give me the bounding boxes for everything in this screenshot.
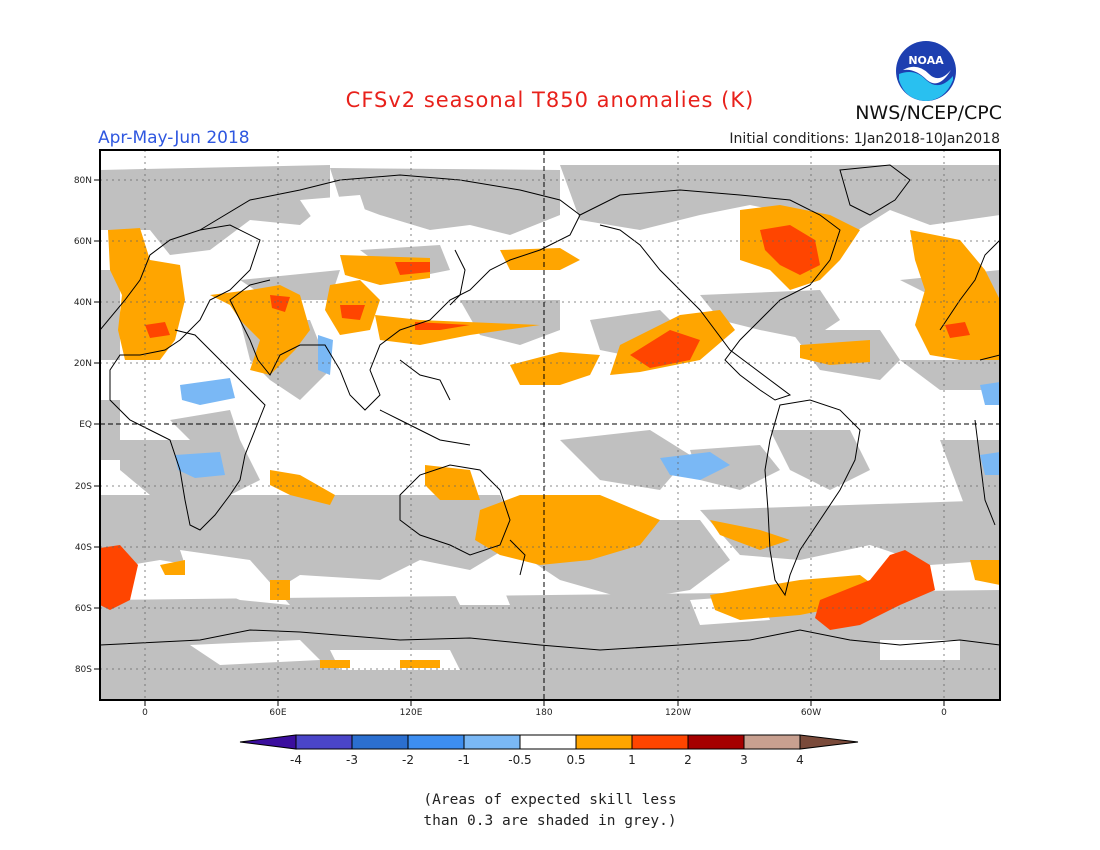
colorbar-label: 2 bbox=[684, 753, 692, 767]
coastlines bbox=[100, 164, 1000, 651]
lon-tick-label: 0 bbox=[941, 708, 947, 718]
lat-tick-label: 20S bbox=[75, 482, 92, 492]
lat-tick-label: 60N bbox=[74, 237, 92, 247]
colorbar: -4 -3 -2 -1 -0.5 0.5 1 2 3 4 bbox=[239, 734, 859, 767]
lat-tick-label: 80N bbox=[74, 176, 92, 186]
initial-conditions-label: Initial conditions: 1Jan2018-10Jan2018 bbox=[729, 131, 1000, 147]
colorbar-swatch bbox=[407, 734, 465, 750]
lon-axis: 0 60E 120E 180 120W 60W 0 bbox=[142, 700, 947, 718]
cool-anomaly-m1-m05 bbox=[175, 335, 1000, 480]
map-frame bbox=[99, 149, 1001, 701]
season-label: Apr-May-Jun 2018 bbox=[98, 128, 250, 148]
organization-label: NWS/NCEP/CPC bbox=[855, 102, 1002, 124]
colorbar-swatch bbox=[687, 734, 745, 750]
colorbar-label: 3 bbox=[740, 753, 748, 767]
lon-tick-label: 60E bbox=[269, 708, 286, 718]
logo-text: NOAA bbox=[908, 54, 944, 67]
colorbar-swatch bbox=[519, 734, 577, 750]
colorbar-swatch bbox=[351, 734, 409, 750]
lat-tick-label: 40S bbox=[75, 543, 92, 553]
colorbar-swatch bbox=[463, 734, 521, 750]
colorbar-swatch bbox=[631, 734, 689, 750]
skill-note-line: (Areas of expected skill less bbox=[423, 792, 677, 808]
lat-tick-label: 60S bbox=[75, 604, 92, 614]
skill-note: (Areas of expected skill less than 0.3 a… bbox=[0, 790, 1100, 832]
lon-tick-label: 60W bbox=[801, 708, 821, 718]
noaa-logo: NOAA bbox=[896, 41, 956, 101]
map-title: CFSv2 seasonal T850 anomalies (K) bbox=[345, 88, 755, 112]
warm-anomaly-0.5-1 bbox=[108, 205, 1000, 668]
lon-tick-label: 180 bbox=[535, 708, 552, 718]
colorbar-arrow-low bbox=[239, 734, 297, 750]
lat-axis: 80N 60N 40N 20N EQ 20S 40S 60S 80S bbox=[74, 176, 100, 675]
colorbar-label: 4 bbox=[796, 753, 804, 767]
lat-tick-label: EQ bbox=[79, 420, 92, 430]
colorbar-arrow-high bbox=[799, 734, 859, 750]
lat-tick-label: 40N bbox=[74, 298, 92, 308]
lon-tick-label: 0 bbox=[142, 708, 148, 718]
colorbar-swatch bbox=[743, 734, 801, 750]
colorbar-label: 0.5 bbox=[566, 753, 585, 767]
colorbar-swatch bbox=[575, 734, 633, 750]
skill-note-line: than 0.3 are shaded in grey.) bbox=[423, 813, 677, 829]
colorbar-label: 1 bbox=[628, 753, 636, 767]
lon-tick-label: 120W bbox=[665, 708, 691, 718]
colorbar-label: -3 bbox=[346, 753, 358, 767]
colorbar-label: -1 bbox=[458, 753, 470, 767]
anomaly-map: 80N 60N 40N 20N EQ 20S 40S 60S 80S 0 60E… bbox=[74, 149, 1001, 767]
graticule bbox=[100, 150, 1000, 700]
lon-tick-label: 120E bbox=[400, 708, 423, 718]
map-field bbox=[100, 150, 1000, 700]
colorbar-swatch bbox=[295, 734, 353, 750]
lat-tick-label: 80S bbox=[75, 665, 92, 675]
equator-dateline bbox=[100, 150, 1000, 700]
colorbar-label: -2 bbox=[402, 753, 414, 767]
colorbar-label: -0.5 bbox=[508, 753, 531, 767]
lat-tick-label: 20N bbox=[74, 359, 92, 369]
colorbar-label: -4 bbox=[290, 753, 302, 767]
warm-anomaly-1-2 bbox=[100, 225, 970, 630]
